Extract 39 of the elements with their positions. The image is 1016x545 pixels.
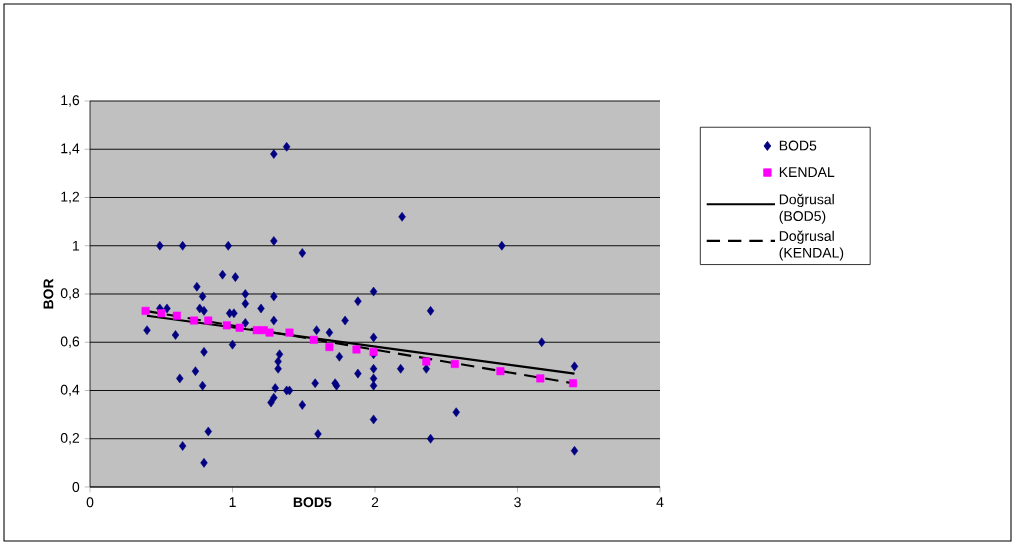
y-tick-label: 0,2 <box>60 432 80 445</box>
point <box>450 359 459 368</box>
legend-label: Doğrusal (KENDAL) <box>779 230 844 261</box>
x-tick-label: 0 <box>86 497 94 508</box>
x-tick-label: 4 <box>656 497 664 507</box>
point <box>536 374 545 383</box>
y-tick-label: 1,4 <box>61 143 80 155</box>
y-tick-label: 1 <box>73 240 80 251</box>
x-axis-title: BOD5 <box>293 497 332 508</box>
point <box>204 316 213 325</box>
y-axis-title: BOR <box>43 278 54 309</box>
point <box>285 328 294 337</box>
point <box>352 345 361 354</box>
point <box>325 343 334 352</box>
y-tick-label: 0,4 <box>60 384 80 397</box>
point <box>309 335 318 344</box>
point <box>569 379 578 388</box>
point <box>252 326 261 335</box>
point <box>157 309 166 318</box>
x-tick-label: 2 <box>371 497 379 508</box>
x-tick-label: 3 <box>514 497 521 508</box>
point <box>235 323 244 332</box>
point <box>141 306 150 315</box>
point <box>172 311 181 320</box>
point <box>422 357 431 366</box>
legend-label: BOD5 <box>779 140 817 151</box>
point <box>222 321 231 330</box>
point <box>369 347 378 356</box>
legend-label: Doğrusal (BOD5) <box>779 193 834 224</box>
y-tick-label: 0 <box>72 482 80 492</box>
point <box>190 316 199 325</box>
point <box>496 367 505 376</box>
legend-label: KENDAL <box>779 167 835 177</box>
x-tick-label: 1 <box>229 497 236 507</box>
y-tick-label: 0,8 <box>60 288 80 300</box>
y-tick-label: 0,6 <box>60 336 80 349</box>
point <box>265 328 274 337</box>
y-tick-label: 1,6 <box>61 95 80 107</box>
y-tick-label: 1,2 <box>61 191 80 204</box>
